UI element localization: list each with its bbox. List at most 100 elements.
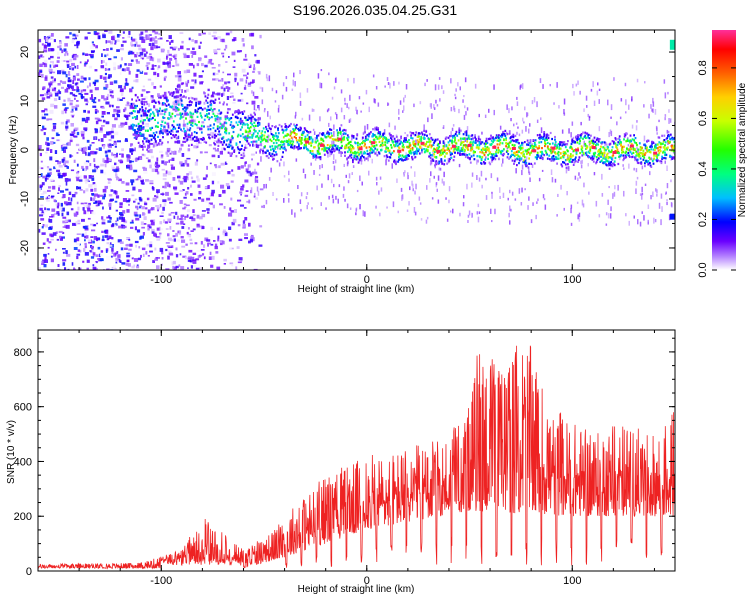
spectrogram-cell xyxy=(65,160,69,164)
spectrogram-cell xyxy=(191,54,194,58)
spectrogram-cell xyxy=(464,153,467,156)
spectrogram-cell xyxy=(73,212,78,217)
spectrogram-cell xyxy=(94,82,96,86)
spectrogram-cell xyxy=(330,116,332,121)
spectrogram-cell xyxy=(148,55,153,59)
spectrogram-cell xyxy=(172,65,175,67)
spectrogram-cell xyxy=(496,139,499,142)
spectrogram-cell xyxy=(516,96,518,100)
spectrogram-cell xyxy=(254,54,257,57)
spectrogram-cell xyxy=(103,98,107,101)
spectrogram-cell xyxy=(218,194,222,197)
spectrogram-cell xyxy=(59,44,62,49)
spectrogram-cell xyxy=(51,87,56,92)
spectrogram-cell xyxy=(136,127,139,131)
spectrogram-cell xyxy=(254,197,259,200)
spectrogram-cell xyxy=(72,33,76,38)
spectrogram-cell xyxy=(106,242,110,245)
spectrogram-cell xyxy=(248,127,251,130)
spectrogram-cell xyxy=(188,37,191,41)
spectrogram-cell xyxy=(463,137,466,140)
spectrogram-cell xyxy=(434,148,437,151)
spectrogram-cell xyxy=(389,82,391,89)
spectrogram-cell xyxy=(635,142,638,145)
spectrogram-cell xyxy=(450,78,452,84)
spectrogram-cell xyxy=(411,148,414,151)
spectrogram-cell xyxy=(157,114,159,117)
spectrogram-cell xyxy=(336,129,338,132)
spectrogram-cell xyxy=(387,140,390,143)
spectrogram-cell xyxy=(152,145,155,148)
spectrogram-cell xyxy=(101,53,103,57)
spectrogram-cell xyxy=(115,209,118,212)
spectrogram-cell xyxy=(398,81,400,85)
spectrogram-cell xyxy=(134,116,137,119)
figure-title: S196.2026.035.04.25.G31 xyxy=(292,2,458,18)
spectrogram-cell xyxy=(339,131,342,134)
spectrogram-cell xyxy=(60,202,63,207)
spectrogram-cell xyxy=(247,130,250,133)
spectrogram-cell xyxy=(212,100,215,103)
spectrogram-cell xyxy=(40,129,44,132)
spectrogram-cell xyxy=(236,246,240,249)
spectrogram-cell xyxy=(208,256,212,260)
spectrogram-cell xyxy=(224,115,228,119)
spectrogram-cell xyxy=(433,175,435,179)
spectrogram-cell xyxy=(221,126,224,129)
spectrogram-cell xyxy=(436,138,439,141)
spectrogram-cell xyxy=(624,134,627,137)
spectrogram-cell xyxy=(455,142,458,145)
spectrogram-cell xyxy=(142,140,144,143)
spectrogram-cell xyxy=(514,151,517,154)
spectrogram-cell xyxy=(408,154,410,157)
spectrogram-cell xyxy=(608,132,610,138)
spectrogram-cell xyxy=(131,182,134,186)
spectrogram-cell xyxy=(344,129,347,132)
spectrogram-cell xyxy=(587,163,589,167)
spectrogram-cell xyxy=(119,98,123,101)
spectrogram-cell xyxy=(490,142,493,145)
spectrogram-cell xyxy=(257,117,260,123)
spectrogram-cell xyxy=(137,202,140,205)
spectrogram-cell xyxy=(460,147,463,150)
spectrogram-cell xyxy=(126,114,131,117)
spectrogram-cell xyxy=(74,127,79,131)
spectrogram-cell xyxy=(619,116,622,120)
spectrogram-cell xyxy=(275,141,278,145)
spectrogram-cell xyxy=(313,109,315,112)
spectrogram-cell xyxy=(51,225,53,228)
spectrogram-cell xyxy=(603,162,605,165)
spectrogram-cell xyxy=(226,117,229,120)
spectrogram-cell xyxy=(119,260,122,263)
spectrogram-cell xyxy=(59,80,63,83)
spectrogram-cell xyxy=(613,142,615,145)
spectrogram-cell xyxy=(527,151,530,154)
spectrogram-cell xyxy=(453,105,455,111)
spectrogram-cell xyxy=(241,111,243,114)
spectrogram-cell xyxy=(385,146,388,149)
spectrogram-cell xyxy=(206,113,208,117)
spectrogram-cell xyxy=(133,200,136,203)
spectrogram-cell xyxy=(487,154,489,157)
spectrogram-cell xyxy=(624,151,627,154)
spectrogram-cell xyxy=(600,155,602,158)
spectrogram-cell xyxy=(165,242,170,244)
spectrogram-cell xyxy=(597,150,599,153)
spectrogram-cell xyxy=(58,187,60,192)
spectrogram-cell xyxy=(352,160,354,164)
spectrogram-cell xyxy=(403,146,405,149)
spectrogram-cell xyxy=(411,137,414,140)
spectrogram-cell xyxy=(372,133,374,136)
spectrogram-cell xyxy=(87,238,92,243)
spectrogram-cell xyxy=(242,220,246,224)
spectrogram-cell xyxy=(213,140,218,143)
spectrogram-cell xyxy=(244,53,247,58)
spectrogram-cell xyxy=(314,156,317,161)
spectrogram-cell xyxy=(593,136,596,139)
spectrogram-cell xyxy=(93,184,97,188)
spectrogram-cell xyxy=(259,117,261,120)
spectrogram-cell xyxy=(317,144,320,147)
spectrogram-cell xyxy=(580,164,583,169)
spectrogram-cell xyxy=(227,138,230,141)
spectrogram-cell xyxy=(254,135,257,138)
